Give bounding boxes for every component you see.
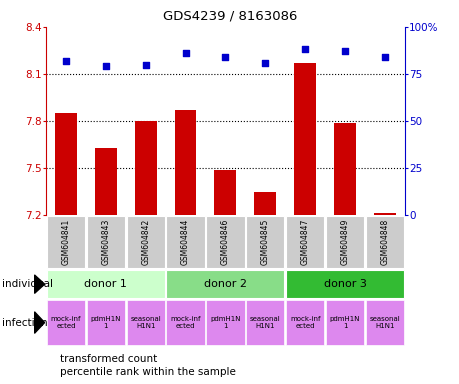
Point [62,58,69,64]
Bar [47,300,85,345]
Text: mock-inf
ected: mock-inf ected [170,316,200,329]
Bar [134,121,157,215]
Bar [126,300,164,345]
Bar [254,192,275,215]
Bar [365,216,403,268]
Bar [373,214,395,215]
Text: GSM604844: GSM604844 [181,219,190,265]
Bar [55,113,77,215]
Bar [285,300,324,345]
Point [181,50,189,56]
Bar [246,216,284,268]
Bar [166,300,204,345]
Bar [285,216,324,268]
Polygon shape [34,312,45,333]
Bar [126,216,164,268]
Bar [47,216,85,268]
Bar [86,300,125,345]
Bar [95,147,117,215]
Text: infection: infection [2,318,48,328]
Text: GSM604841: GSM604841 [62,219,70,265]
Bar [325,300,364,345]
Bar [214,170,236,215]
Text: seasonal
H1N1: seasonal H1N1 [369,316,399,329]
Text: donor 3: donor 3 [323,279,366,289]
Bar [294,63,315,215]
Point [301,46,308,53]
Bar [47,270,164,298]
Point [381,54,388,60]
Bar [285,270,403,298]
Bar [86,216,125,268]
Text: mock-inf
ected: mock-inf ected [50,316,81,329]
Text: GSM604842: GSM604842 [141,219,150,265]
Text: GSM604848: GSM604848 [380,219,388,265]
Point [221,54,229,60]
Bar [325,216,364,268]
Text: seasonal
H1N1: seasonal H1N1 [249,316,280,329]
Text: GSM604846: GSM604846 [220,219,230,265]
Text: individual: individual [2,279,53,289]
Text: GSM604849: GSM604849 [340,219,349,265]
Bar [166,270,284,298]
Text: percentile rank within the sample: percentile rank within the sample [60,367,235,377]
Text: pdmH1N
1: pdmH1N 1 [210,316,240,329]
Point [142,61,149,68]
Polygon shape [34,275,45,293]
Text: GSM604845: GSM604845 [260,219,269,265]
Text: mock-inf
ected: mock-inf ected [289,316,319,329]
Point [341,48,348,55]
Bar [246,300,284,345]
Text: transformed count: transformed count [60,354,157,364]
Point [102,63,109,70]
Bar [333,122,355,215]
Bar [206,300,244,345]
Text: pdmH1N
1: pdmH1N 1 [90,316,121,329]
Text: seasonal
H1N1: seasonal H1N1 [130,316,161,329]
Text: pdmH1N
1: pdmH1N 1 [329,316,359,329]
Bar [365,300,403,345]
Text: donor 1: donor 1 [84,279,127,289]
Point [261,60,269,66]
Bar [206,216,244,268]
Text: GSM604847: GSM604847 [300,219,309,265]
Text: donor 2: donor 2 [203,279,246,289]
Bar [166,216,204,268]
Text: GSM604843: GSM604843 [101,219,110,265]
Text: GDS4239 / 8163086: GDS4239 / 8163086 [162,10,297,23]
Bar [174,110,196,215]
